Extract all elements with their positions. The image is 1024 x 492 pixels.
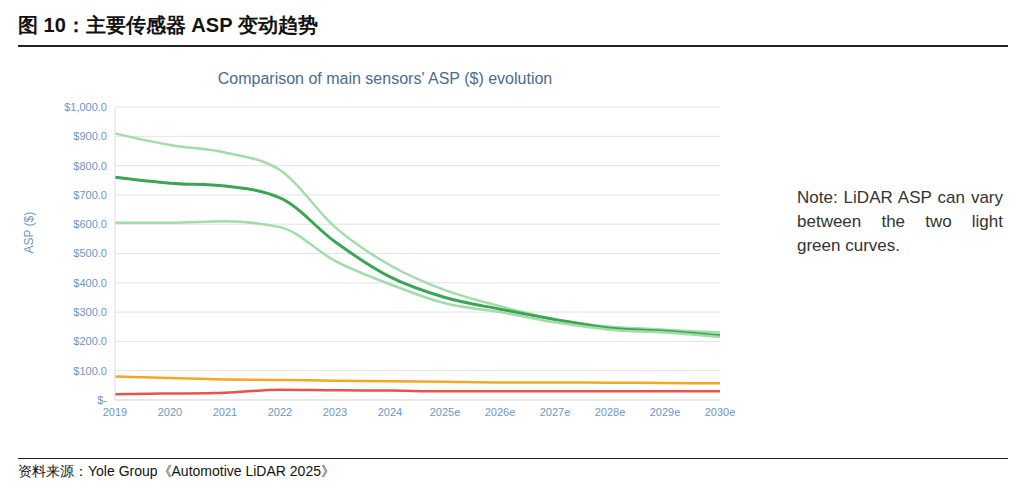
svg-text:$800.0: $800.0 — [73, 160, 107, 172]
html-text:Comparison of main sensors' AS: Comparison of main sensors' ASP ($) evol… — [217, 70, 553, 87]
svg-text:$900.0: $900.0 — [73, 130, 107, 142]
svg-text:$-: $- — [97, 394, 107, 406]
svg-text:$1,000.0: $1,000.0 — [64, 101, 107, 113]
svg-text:$100.0: $100.0 — [73, 365, 107, 377]
svg-text:2019: 2019 — [103, 406, 127, 418]
svg-text:2024: 2024 — [378, 406, 402, 418]
svg-text:ASP ($): ASP ($) — [22, 212, 36, 254]
svg-text:2026e: 2026e — [485, 406, 516, 418]
html-text:资料来源：Yole Group《Automotive LiD: 资料来源：Yole Group《Automotive LiDAR 2025》 — [18, 463, 335, 479]
svg-text:2028e: 2028e — [595, 406, 626, 418]
svg-text:2021: 2021 — [213, 406, 237, 418]
svg-text:$200.0: $200.0 — [73, 335, 107, 347]
svg-text:2020: 2020 — [158, 406, 182, 418]
svg-text:2025e: 2025e — [430, 406, 461, 418]
svg-text:$700.0: $700.0 — [73, 189, 107, 201]
svg-text:2030e: 2030e — [705, 406, 736, 418]
svg-text:$600.0: $600.0 — [73, 218, 107, 230]
html-text:图 10：主要传感器 ASP 变动趋势: 图 10：主要传感器 ASP 变动趋势 — [18, 14, 318, 36]
svg-text:2027e: 2027e — [540, 406, 571, 418]
html-text:Note: LiDAR ASP can vary betwe: Note: LiDAR ASP can vary between the two… — [797, 188, 1003, 255]
svg-text:$400.0: $400.0 — [73, 277, 107, 289]
svg-text:$300.0: $300.0 — [73, 306, 107, 318]
svg-text:2023: 2023 — [323, 406, 347, 418]
svg-text:2029e: 2029e — [650, 406, 681, 418]
svg-text:$500.0: $500.0 — [73, 247, 107, 259]
svg-text:2022: 2022 — [268, 406, 292, 418]
